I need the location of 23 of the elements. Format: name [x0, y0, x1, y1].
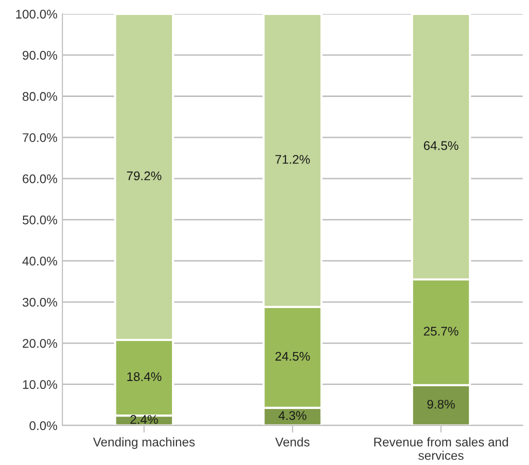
data-label: 25.7%	[424, 326, 458, 336]
data-label: 4.3%	[278, 411, 306, 420]
y-tick-label: 80.0%	[22, 92, 58, 101]
y-tick-label: 100.0%	[16, 10, 58, 19]
y-tick-label: 70.0%	[22, 133, 58, 142]
y-tick-label: 50.0%	[22, 216, 58, 224]
data-label: 2.4%	[130, 415, 158, 424]
data-label: 79.2%	[126, 171, 162, 180]
y-tick-label: 10.0%	[23, 380, 58, 389]
x-tick-label: Vends	[275, 437, 310, 446]
data-label: 64.5%	[424, 141, 458, 150]
y-tick-label: 20.0%	[22, 338, 58, 348]
data-label: 9.8%	[427, 400, 455, 409]
data-label: 71.2%	[275, 154, 310, 164]
y-tick-label: 40.0%	[22, 256, 58, 266]
data-label: 18.4%	[127, 372, 162, 382]
x-tick-label: Vending machines	[93, 437, 195, 449]
y-tick-label: 0.0%	[30, 421, 58, 430]
y-tick-label: 90.0%	[22, 50, 58, 60]
data-label: 24.5%	[275, 352, 310, 361]
y-tick-label: 60.0%	[22, 174, 58, 184]
y-tick-label: 30.0%	[22, 298, 58, 307]
x-tick-label: Revenue from sales and services	[374, 437, 508, 460]
